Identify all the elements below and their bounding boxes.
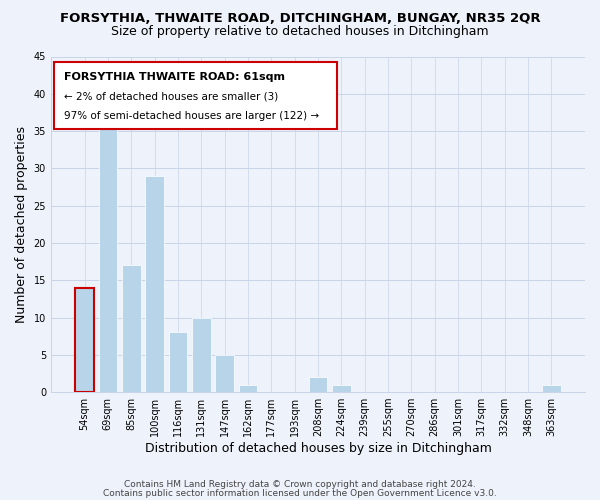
Bar bbox=[308, 377, 327, 392]
X-axis label: Distribution of detached houses by size in Ditchingham: Distribution of detached houses by size … bbox=[145, 442, 491, 455]
Text: 97% of semi-detached houses are larger (122) →: 97% of semi-detached houses are larger (… bbox=[64, 112, 319, 122]
Text: Contains public sector information licensed under the Open Government Licence v3: Contains public sector information licen… bbox=[103, 488, 497, 498]
FancyBboxPatch shape bbox=[53, 62, 337, 128]
Bar bbox=[542, 384, 561, 392]
Bar bbox=[192, 318, 211, 392]
Text: FORSYTHIA THWAITE ROAD: 61sqm: FORSYTHIA THWAITE ROAD: 61sqm bbox=[64, 72, 285, 82]
Bar bbox=[75, 288, 94, 392]
Text: FORSYTHIA, THWAITE ROAD, DITCHINGHAM, BUNGAY, NR35 2QR: FORSYTHIA, THWAITE ROAD, DITCHINGHAM, BU… bbox=[59, 12, 541, 26]
Bar bbox=[332, 384, 350, 392]
Bar bbox=[239, 384, 257, 392]
Bar bbox=[98, 116, 117, 392]
Bar bbox=[145, 176, 164, 392]
Y-axis label: Number of detached properties: Number of detached properties bbox=[15, 126, 28, 323]
Bar bbox=[169, 332, 187, 392]
Bar bbox=[215, 355, 234, 392]
Text: Size of property relative to detached houses in Ditchingham: Size of property relative to detached ho… bbox=[111, 25, 489, 38]
Bar bbox=[122, 266, 140, 392]
Text: ← 2% of detached houses are smaller (3): ← 2% of detached houses are smaller (3) bbox=[64, 92, 278, 102]
Text: Contains HM Land Registry data © Crown copyright and database right 2024.: Contains HM Land Registry data © Crown c… bbox=[124, 480, 476, 489]
